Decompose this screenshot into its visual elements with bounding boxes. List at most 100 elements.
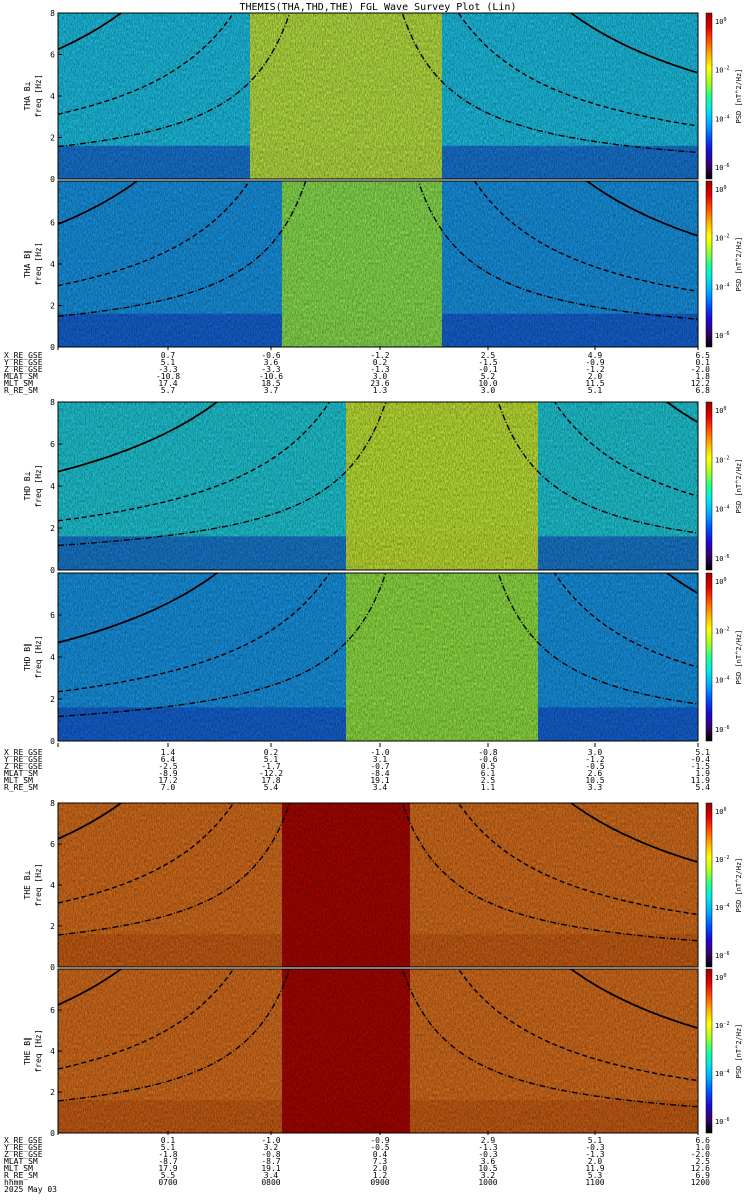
colorbar-label: PSD [nT^2/Hz]: [735, 630, 743, 685]
orbit-value: 0900: [370, 1178, 389, 1187]
colorbar-tick-label: 10-6: [715, 331, 729, 340]
orbit-value: -3.3: [261, 365, 280, 374]
orbit-row-label: R_RE_SM: [4, 1171, 38, 1180]
orbit-row-label: hhmm: [4, 1178, 23, 1187]
colorbar-tick-label: 10-4: [715, 903, 729, 912]
orbit-value: 0.7: [161, 351, 176, 360]
orbit-value: 10.0: [478, 379, 497, 388]
orbit-value: -10.6: [259, 372, 283, 381]
y-tick-label: 2: [50, 524, 55, 533]
colorbar-label: PSD [nT^2/Hz]: [735, 69, 743, 124]
orbit-row-label: X_RE_GSE: [4, 748, 43, 757]
orbit-value: 1.1: [481, 783, 496, 792]
colorbar-tick-label: 10-2: [715, 234, 729, 243]
orbit-row-label: Y_RE_GSE: [4, 358, 43, 367]
orbit-value: 0800: [261, 1178, 280, 1187]
y-tick-label: 8: [50, 9, 55, 18]
orbit-table: X_RE_GSE1.90.7-0.6-1.22.54.96.5Y_RE_GSE6…: [4, 346, 710, 395]
orbit-value: 12.6: [691, 1164, 710, 1173]
y-tick-label: 4: [50, 881, 55, 890]
orbit-value: 2.5: [481, 776, 496, 785]
orbit-row-label: MLT_SM: [4, 776, 33, 785]
gyrofrequency-curve: [58, 402, 698, 473]
y-axis-label: freq [Hz]: [34, 1029, 43, 1072]
spectrogram-panel: 0 2 4 6 THA B∥ freq [Hz] 100 10-2 10-4 10-6 PSD [n…: [23, 180, 743, 352]
y-tick-label: 0: [50, 175, 55, 184]
orbit-value: -1.5: [691, 762, 710, 771]
orbit-row-label: MLT_SM: [4, 379, 33, 388]
y-tick-label: 4: [50, 92, 55, 101]
orbit-value: 17.8: [261, 776, 280, 785]
colorbar-tick-label: 10-6: [715, 951, 729, 960]
y-tick-label: 8: [50, 799, 55, 808]
orbit-row-label: Z_RE_GSE: [4, 762, 43, 771]
orbit-value: 3.3: [588, 783, 603, 792]
gyrofrequency-curve: [58, 969, 698, 1029]
orbit-value: 0.2: [373, 358, 388, 367]
orbit-value: 1.9: [696, 769, 711, 778]
orbit-value: -1.5: [478, 358, 497, 367]
orbit-row-label: Y_RE_GSE: [4, 1143, 43, 1152]
orbit-value: 2.0: [588, 372, 603, 381]
orbit-value: 5.3: [588, 1171, 603, 1180]
orbit-value: 6.9: [696, 1171, 711, 1180]
orbit-value: 6.5: [696, 351, 711, 360]
colorbar-tick-label: 10-4: [715, 114, 729, 123]
y-tick-label: 4: [50, 260, 55, 269]
orbit-value: -2.0: [691, 365, 710, 374]
colorbar-tick-label: 10-4: [715, 1069, 729, 1078]
orbit-value: 2.6: [588, 769, 603, 778]
orbit-value: -1.7: [261, 762, 280, 771]
orbit-row-label: Y_RE_GSE: [4, 755, 43, 764]
noise-texture: [58, 573, 698, 741]
orbit-value: 17.4: [158, 379, 177, 388]
y-axis-label: freq [Hz]: [34, 863, 43, 906]
gyrofrequency-curve: [58, 803, 698, 863]
orbit-value: -1.0: [370, 748, 389, 757]
orbit-value: 3.7: [264, 386, 279, 395]
panel-label: THE B⊥: [23, 870, 32, 899]
gyrofrequency-curve: [58, 573, 698, 644]
orbit-value: -8.7: [158, 1157, 177, 1166]
orbit-value: 17.9: [158, 1164, 177, 1173]
colorbar-tick-label: 10-6: [715, 163, 729, 172]
orbit-value: 18.5: [261, 379, 280, 388]
spectrogram-panel: 0 2 4 6 THD B∥ freq [Hz] 100 10-2 10-4 10-6 PSD [n…: [23, 572, 743, 746]
orbit-value: -3.3: [158, 365, 177, 374]
colorbar-tick-label: 100: [715, 577, 726, 586]
orbit-value: -12.2: [259, 769, 283, 778]
colorbar-tick-label: 10-6: [715, 725, 729, 734]
orbit-value: 0.1: [161, 1136, 176, 1145]
orbit-value: 5.1: [161, 1143, 176, 1152]
y-tick-label: 6: [50, 51, 55, 60]
orbit-value: 0.5: [481, 762, 496, 771]
orbit-value: -0.9: [585, 358, 604, 367]
y-tick-label: 2: [50, 302, 55, 311]
y-tick-label: 4: [50, 653, 55, 662]
orbit-value: -0.1: [478, 365, 497, 374]
spectrogram-panel: 0 2 4 6 8 THD B⊥ freq [Hz] 100 10-2 10-4 10-6 PSD […: [23, 398, 743, 575]
colorbar-tick-label: 100: [715, 807, 726, 816]
orbit-value: 3.4: [373, 783, 388, 792]
orbit-value: -0.8: [261, 1150, 280, 1159]
orbit-value: 11.5: [585, 379, 604, 388]
orbit-value: -0.4: [691, 755, 710, 764]
y-axis-label: freq [Hz]: [34, 74, 43, 117]
orbit-value: 3.4: [264, 1171, 279, 1180]
orbit-value: -0.5: [585, 762, 604, 771]
orbit-row-label: MLAT_SM: [4, 1157, 38, 1166]
colorbar: [705, 401, 713, 571]
orbit-value: -0.5: [370, 1143, 389, 1152]
orbit-value: 11.9: [691, 776, 710, 785]
orbit-value: -0.9: [370, 1136, 389, 1145]
noise-texture: [58, 402, 698, 570]
orbit-value: 19.1: [370, 776, 389, 785]
colorbar-label: PSD [nT^2/Hz]: [735, 459, 743, 514]
orbit-value: 3.2: [264, 1143, 279, 1152]
orbit-value: 5.1: [161, 358, 176, 367]
gyrofrequency-curve: [58, 181, 698, 320]
colorbar: [705, 802, 713, 968]
orbit-value: 2.0: [588, 1157, 603, 1166]
spectrogram-panel: 0 2 4 6 8 THA B⊥ freq [Hz] 100 10-2 10-4 10-6 PSD […: [23, 9, 743, 184]
orbit-row-label: R_RE_SM: [4, 783, 38, 792]
